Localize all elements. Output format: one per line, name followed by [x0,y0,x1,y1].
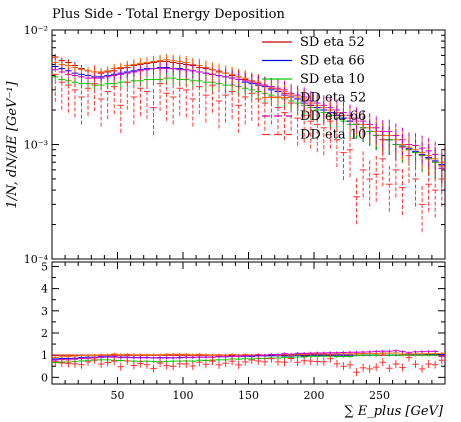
legend-item: SD eta 52 [262,35,365,50]
ratio-y-tick-label: 0 [41,371,48,384]
ratio-series [52,349,445,377]
legend-item: SD eta 10 [262,72,365,87]
ratio-series-dd-eta-66 [52,349,445,362]
ratio-y-tick-label: 4 [41,283,48,296]
x-tick-label: 200 [304,389,325,402]
x-tick-label: 100 [173,389,194,402]
x-tick-label: 250 [369,389,390,402]
legend-label: SD eta 52 [300,35,365,50]
legend-item: SD eta 66 [262,54,365,69]
ratio-plot-frame [51,261,446,385]
legend-item: DD eta 66 [262,109,366,124]
x-axis: 50 100 150 200 250 [64,30,433,402]
y-tick-label: 10⁻³ [24,139,48,152]
legend: SD eta 52 SD eta 66 SD eta 10 DD eta 52 DD e… [262,35,366,143]
main-series [52,53,445,235]
ratio-series-dd-eta-10 [52,353,445,377]
x-tick-label: 150 [238,389,259,402]
series-dd-eta-66 [52,62,445,186]
legend-label: DD eta 66 [300,109,366,124]
y-axis-label: 1/N, dN/dE [GeV⁻¹] [5,80,20,208]
series-dd-eta-52 [52,53,445,180]
main-plot-frame [51,29,446,260]
y-tick-label: 10⁻⁴ [24,253,49,266]
ratio-panel: 0 1 2 3 4 5 [41,260,446,385]
ratio-axes: 0 1 2 3 4 5 [41,260,445,384]
y-tick-label: 10⁻² [24,24,48,37]
ratio-y-tick-label: 2 [41,327,48,340]
legend-item: DD eta 52 [262,91,366,106]
chart-title: Plus Side - Total Energy Deposition [52,7,285,22]
x-axis-label: ∑ E_plus [GeV] [344,404,444,419]
main-panel: 10⁻⁴ 10⁻³ 10⁻² [24,24,446,266]
legend-label: DD eta 52 [300,91,366,106]
ratio-y-tick-label: 1 [41,349,48,362]
legend-label: SD eta 66 [300,54,365,69]
legend-label: SD eta 10 [300,72,365,87]
legend-item: DD eta 10 [262,128,366,143]
ratio-y-tick-label: 5 [41,260,48,273]
ratio-y-tick-label: 3 [41,305,48,318]
series-sd-eta-10 [52,71,445,186]
series-sd-eta-52 [52,54,445,184]
legend-label: DD eta 10 [300,128,366,143]
main-axes: 10⁻⁴ 10⁻³ 10⁻² [24,24,445,266]
x-tick-label: 50 [111,389,125,402]
